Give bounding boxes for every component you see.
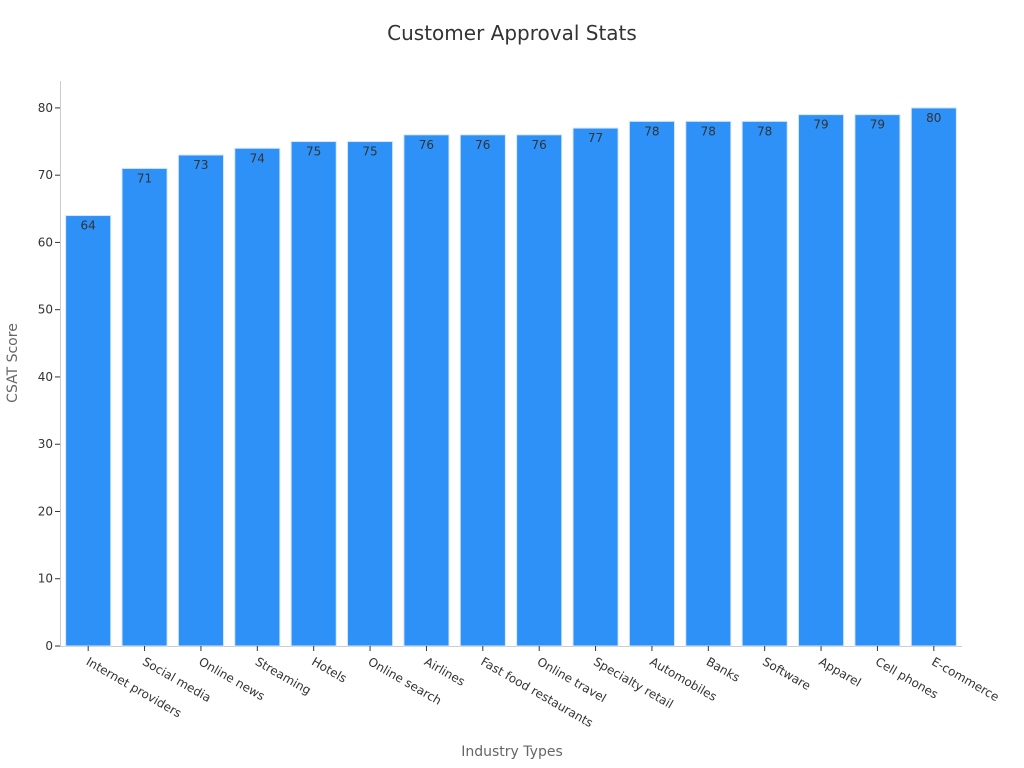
bar-value-label: 76 xyxy=(475,138,490,152)
bar-value-label: 74 xyxy=(250,151,265,165)
bar[interactable] xyxy=(516,134,563,647)
y-tick-label: 60 xyxy=(38,235,53,249)
bar-value-label: 76 xyxy=(419,138,434,152)
x-axis-title: Industry Types xyxy=(461,744,563,760)
bar-value-label: 80 xyxy=(926,111,941,125)
x-tick-label: Apparel xyxy=(817,654,864,689)
x-tick-label: Airlines xyxy=(422,654,467,688)
bar-value-label: 75 xyxy=(362,145,377,159)
x-tick-label: Internet providers xyxy=(84,654,184,720)
bar[interactable] xyxy=(628,120,675,647)
y-tick-label: 20 xyxy=(38,504,53,518)
bar-value-label: 79 xyxy=(870,118,885,132)
bar[interactable] xyxy=(290,141,337,647)
x-tick-label: Cell phones xyxy=(873,654,941,701)
bar-value-label: 78 xyxy=(701,124,716,138)
bar[interactable] xyxy=(121,167,168,647)
bar-value-label: 76 xyxy=(532,138,547,152)
y-tick-label: 50 xyxy=(38,303,53,317)
bar-value-label: 75 xyxy=(306,145,321,159)
bar[interactable] xyxy=(177,154,224,647)
bar-value-label: 79 xyxy=(813,118,828,132)
y-tick-label: 80 xyxy=(38,101,53,115)
bar[interactable] xyxy=(459,134,506,647)
bar[interactable] xyxy=(798,114,845,647)
chart-title: Customer Approval Stats xyxy=(387,21,637,45)
y-tick-label: 10 xyxy=(38,572,53,586)
bar-value-label: 73 xyxy=(193,158,208,172)
bar[interactable] xyxy=(741,120,788,647)
bar[interactable] xyxy=(572,127,619,647)
x-tick-label: Software xyxy=(760,654,813,693)
bar[interactable] xyxy=(910,107,957,647)
data-labels-group: 64 71 73 74 75 75 76 76 76 77 78 78 78 79 79 80 xyxy=(81,111,942,233)
bar[interactable] xyxy=(403,134,450,647)
bar-value-label: 77 xyxy=(588,131,603,145)
x-tick-label: E-commerce xyxy=(929,654,1001,704)
y-tick-label: 70 xyxy=(38,168,53,182)
y-tick-label: 0 xyxy=(45,639,53,653)
bar-value-label: 78 xyxy=(644,124,659,138)
x-tick-label: Hotels xyxy=(309,654,349,685)
bar-value-label: 64 xyxy=(81,219,96,233)
bar[interactable] xyxy=(685,120,732,647)
bars-group xyxy=(65,107,957,647)
y-tick-label: 30 xyxy=(38,437,53,451)
bar[interactable] xyxy=(347,141,394,647)
y-tick-label: 40 xyxy=(38,370,53,384)
bar[interactable] xyxy=(234,147,281,647)
bar-value-label: 78 xyxy=(757,124,772,138)
y-axis-title: CSAT Score xyxy=(5,323,21,403)
y-axis-ticks: 0 10 20 30 40 50 60 70 80 xyxy=(38,101,60,653)
bar-value-label: 71 xyxy=(137,171,152,185)
bar[interactable] xyxy=(65,215,112,647)
bar[interactable] xyxy=(854,114,901,647)
x-tick-label: Banks xyxy=(704,654,743,684)
